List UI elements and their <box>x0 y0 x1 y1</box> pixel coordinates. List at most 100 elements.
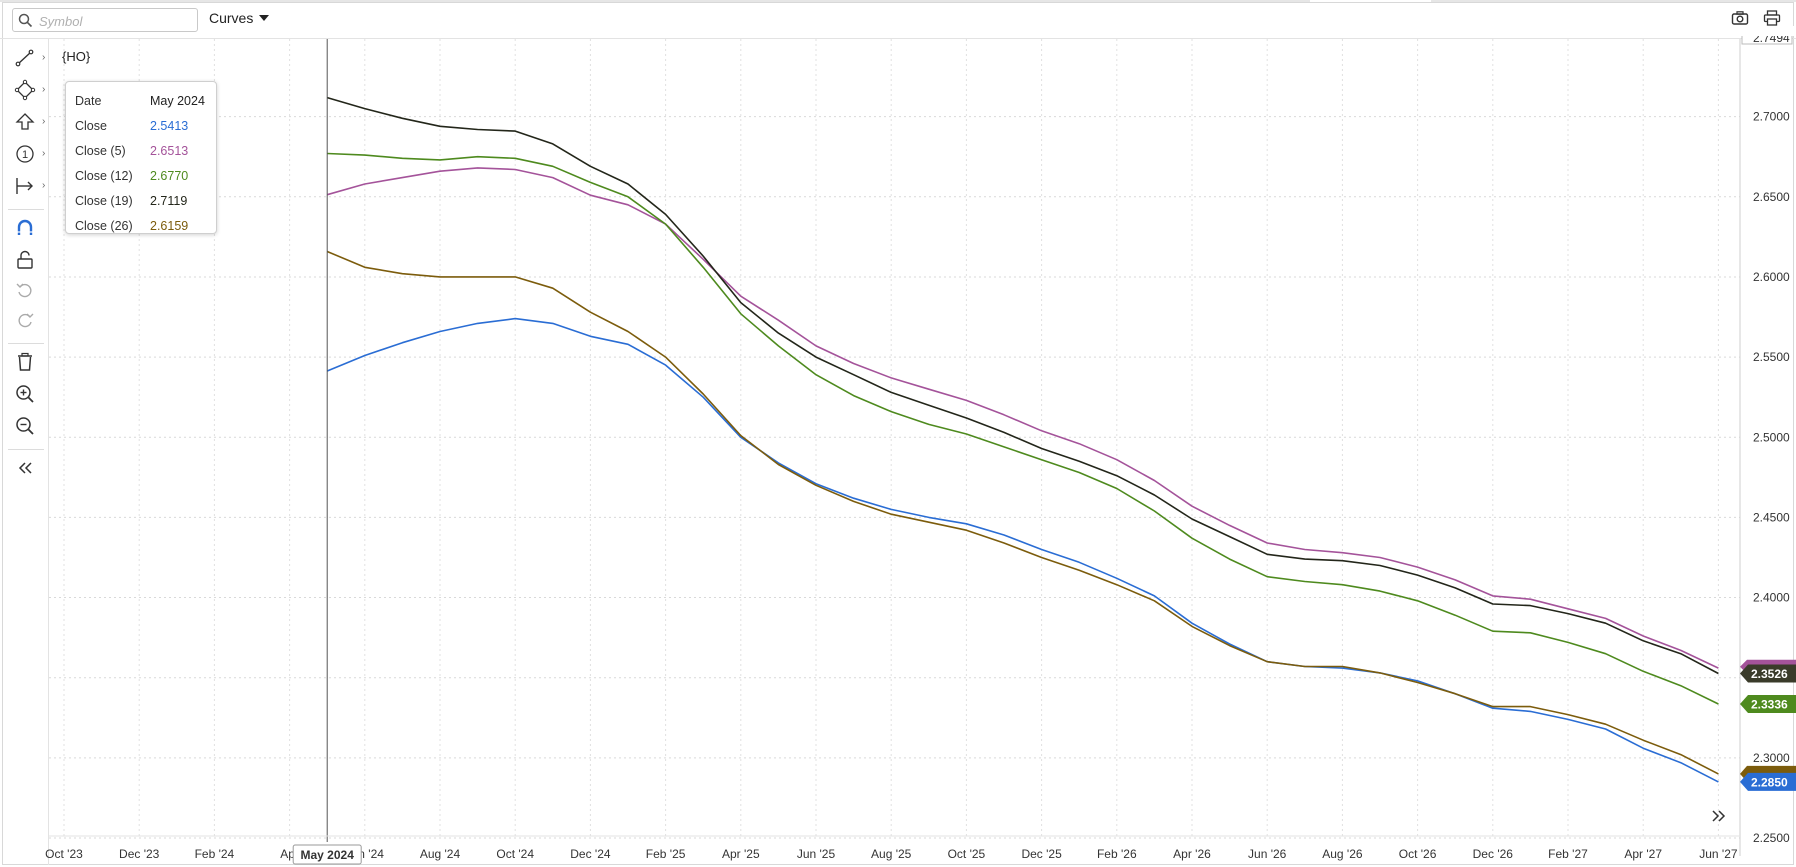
redo-button[interactable] <box>14 309 42 333</box>
chevron-right-icon: › <box>42 116 46 127</box>
x-tick-label: Oct '24 <box>496 847 534 861</box>
curves-label: Curves <box>209 10 254 26</box>
crosshair-date-text: May 2024 <box>301 848 355 862</box>
price-tag: 2.2850 <box>1740 772 1796 791</box>
legend-value: 2.6770 <box>150 169 189 183</box>
crosshair-date-box <box>292 844 362 865</box>
x-tick-label: Oct '25 <box>948 847 986 861</box>
chevron-down-icon <box>259 15 270 21</box>
price-tags: 2.3526 2.3336 2.2850 <box>1740 659 1796 791</box>
series-line-0 <box>326 317 1719 783</box>
search-input[interactable] <box>37 11 196 31</box>
legend-date-label: Date <box>75 94 102 108</box>
camera-icon[interactable] <box>1731 10 1749 31</box>
x-tick-label: Dec '26 <box>1473 847 1514 861</box>
collapse-toolbar-button[interactable] <box>14 457 42 481</box>
chevron-right-icon: › <box>42 180 46 191</box>
symbol-search[interactable] <box>12 8 198 32</box>
price-tag-text: 2.2850 <box>1751 775 1788 789</box>
legend-label: Close (26) <box>75 219 133 233</box>
search-icon <box>18 13 33 28</box>
delete-button[interactable] <box>14 351 42 375</box>
x-tick-label: Dec '23 <box>119 847 160 861</box>
series-line-3 <box>326 96 1719 675</box>
y-tick-label: 2.6000 <box>1753 270 1790 284</box>
series-line-4 <box>326 250 1719 775</box>
drawing-toolbar: › › › 1 › › <box>2 39 49 865</box>
price-tag-shape <box>1740 694 1796 713</box>
x-tick-label: Feb '25 <box>646 847 686 861</box>
measure-tool[interactable]: › <box>14 175 46 199</box>
data-legend: Date May 2024 Close 2.5413 Close (5) 2.6… <box>65 81 217 234</box>
zoom-out-button[interactable] <box>14 415 42 439</box>
print-icon[interactable] <box>1763 10 1781 31</box>
y-tick-label: 2.4500 <box>1753 510 1790 524</box>
double-chevron-right-icon <box>1712 810 1726 822</box>
x-tick-label: Aug '24 <box>420 847 461 861</box>
legend-value: 2.6159 <box>150 219 189 233</box>
price-tag-shape <box>1740 664 1796 683</box>
y-tick-label: 2.5000 <box>1753 430 1790 444</box>
magnet-tool[interactable] <box>14 217 42 241</box>
magnet-icon <box>17 219 33 235</box>
svg-text:1: 1 <box>22 149 28 161</box>
y-tick-label: 2.6500 <box>1753 190 1790 204</box>
y-top-clipped-label: 2.7494 <box>1740 26 1796 45</box>
legend-label: Close (5) <box>75 144 126 158</box>
chart-series <box>326 96 1719 783</box>
lock-tool[interactable] <box>14 249 42 273</box>
x-tick-label: Feb '24 <box>195 847 235 861</box>
draw-line-tool[interactable]: › <box>14 47 46 71</box>
price-tag: 2.3336 <box>1740 694 1796 713</box>
price-tag-text: 2.3526 <box>1751 667 1788 681</box>
undo-icon <box>16 283 32 298</box>
chevron-right-icon: › <box>42 52 46 63</box>
x-tick-label: Feb '26 <box>1097 847 1137 861</box>
scroll-to-latest-button[interactable] <box>1705 808 1733 832</box>
legend-value: 2.5413 <box>150 119 189 133</box>
x-tick-label: Jun '26 <box>1248 847 1287 861</box>
collapse-left-icon <box>18 462 32 474</box>
y-tick-label: 2.7000 <box>1753 110 1790 124</box>
x-tick-label: Jun '25 <box>797 847 836 861</box>
y-tick-label: 2.4000 <box>1753 591 1790 605</box>
shapes-icon <box>14 79 36 101</box>
series-line-2 <box>327 152 1719 705</box>
legend-date-value: May 2024 <box>150 94 205 108</box>
x-tick-label: Apr '27 <box>1624 847 1662 861</box>
x-tick-label: Aug '25 <box>871 847 912 861</box>
y-tick-label: 2.2500 <box>1753 831 1790 845</box>
number-badge-icon: 1 <box>16 145 34 163</box>
legend-label: Close (19) <box>75 194 133 208</box>
top-divider <box>0 0 1310 2</box>
y-top-label-clip <box>1740 26 1796 36</box>
series-line-1 <box>326 167 1719 669</box>
redo-icon <box>18 313 34 328</box>
undo-button[interactable] <box>14 279 42 303</box>
legend-label: Close <box>75 119 107 133</box>
chart-grid <box>49 39 1740 839</box>
arrow-up-icon <box>15 113 35 130</box>
shapes-tool[interactable]: › <box>14 79 46 103</box>
x-axis: Oct '23 Dec '23 Feb '24 Apr Jun '24 Aug '24 Oc… <box>45 835 1740 865</box>
x-tick-label: Oct '23 <box>45 847 83 861</box>
chevron-right-icon: › <box>42 84 46 95</box>
y-axis: 2.25002.30002.35002.40002.45002.50002.55… <box>1739 26 1796 856</box>
x-tick-label: Feb '27 <box>1548 847 1588 861</box>
x-tick-label: Oct '26 <box>1399 847 1437 861</box>
curves-dropdown[interactable]: Curves <box>209 10 270 30</box>
x-tick-label: Aug '26 <box>1322 847 1363 861</box>
price-tag-text: 2.3336 <box>1751 697 1788 711</box>
price-tag: 2.3526 <box>1740 664 1796 683</box>
x-tick-label: Apr '26 <box>1173 847 1211 861</box>
arrow-tool[interactable]: › <box>14 111 46 135</box>
number-badge-tool[interactable]: 1 › <box>14 143 45 167</box>
symbol-title: {HO} <box>62 49 91 64</box>
zoom-in-button[interactable] <box>14 383 42 407</box>
x-tick-label: Dec '24 <box>570 847 611 861</box>
legend-value: 2.7119 <box>150 194 188 208</box>
legend-label: Close (12) <box>75 169 133 183</box>
price-tag-shape <box>1740 772 1796 791</box>
